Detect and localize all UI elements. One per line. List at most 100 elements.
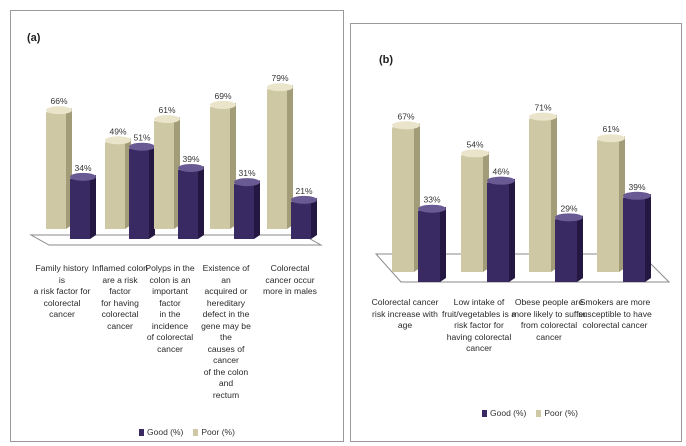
category-label-line: Smokers are more: [579, 297, 651, 307]
bar-front: [418, 210, 440, 282]
chart-a-bar-good-0: [70, 172, 96, 239]
category-label-line: colorectal: [43, 297, 81, 308]
category-label-line: of the colon and: [203, 366, 249, 389]
chart-a-bar-poor-0: [46, 106, 72, 229]
category-label-line: Colorectal: [270, 263, 310, 273]
bar-top: [623, 191, 651, 200]
chart-b-bar-poor-1: [461, 149, 489, 272]
bar-side: [254, 180, 260, 239]
category-label-line: cancer: [466, 343, 492, 353]
category-label-line: cancer: [49, 309, 75, 319]
bar-front: [178, 169, 198, 239]
category-label-line: Polyps in the: [145, 263, 195, 273]
bar-top: [392, 121, 420, 130]
chart-a-bar-good-4: [291, 195, 317, 239]
category-label-line: for having: [101, 297, 139, 308]
category-label-line: Existence of an: [202, 263, 250, 285]
chart-b-value-label-poor-0: 67%: [397, 111, 414, 121]
chart-a-bar-poor-1: [105, 136, 131, 229]
bar-front: [210, 106, 230, 229]
category-label-line: Low intake of: [453, 297, 505, 307]
bar-front: [461, 155, 483, 272]
legend-swatch-poor: [536, 409, 542, 417]
category-label-line: acquired or: [204, 286, 248, 296]
category-label-line: gene may be the: [201, 320, 251, 343]
chart-a-value-label-good-4: 21%: [295, 186, 312, 196]
chart-b-bar-good-3: [623, 191, 651, 282]
chart-a-value-label-poor-2: 61%: [158, 105, 175, 115]
category-label-line: defect in the: [202, 309, 250, 319]
chart-b-category-label-1: Low intake of fruit/vegetables is a risk f…: [441, 297, 517, 355]
bar-side: [149, 144, 155, 239]
category-label-line: more in males: [263, 286, 317, 296]
category-label-line: from colorectal: [520, 320, 578, 330]
chart-b-bar-poor-2: [529, 112, 557, 272]
bar-top: [70, 172, 96, 181]
chart-a-bar-good-1: [129, 142, 155, 239]
chart-b-value-label-good-1: 46%: [492, 167, 509, 177]
chart-b-bar-poor-3: [597, 134, 625, 272]
chart-a-category-label-0: Family history is a risk factor for colore…: [33, 263, 91, 321]
chart-a-category-label-1: Inflamed colon are a risk factor for havin…: [91, 263, 149, 332]
category-label-line: risk factor for: [454, 320, 504, 330]
bar-front: [234, 184, 254, 239]
category-label-line: Family history is: [35, 263, 89, 285]
chart-a-plot: 66% 34% 49% 51% 61% 39% 69% 31% 79% 21%: [29, 73, 323, 246]
chart-a-value-label-good-2: 39%: [182, 154, 199, 164]
category-label-line: cancer occur: [265, 274, 315, 285]
bar-side: [440, 206, 446, 282]
bar-top: [234, 178, 260, 187]
bar-top: [555, 213, 583, 222]
bar-top: [210, 100, 236, 109]
legend-a: Good (%) Poor (%): [139, 427, 241, 437]
bar-top: [178, 163, 204, 172]
chart-a-category-label-3: Existence of an acquired or hereditary defe…: [197, 263, 255, 401]
legend-label-good: Good (%): [490, 408, 527, 418]
bar-side: [645, 193, 651, 282]
chart-a-bar-good-3: [234, 178, 260, 239]
chart-a-bar-good-2: [178, 163, 204, 239]
category-label-line: a risk factor for: [33, 286, 91, 296]
bar-front: [70, 178, 90, 239]
bar-front: [529, 118, 551, 272]
bar-top: [487, 176, 515, 185]
bar-front: [129, 148, 149, 239]
chart-a-value-label-poor-3: 69%: [214, 91, 231, 101]
category-label-line: colorectal: [101, 309, 139, 319]
bar-top: [291, 195, 317, 204]
panel-letter-b: (b): [379, 54, 394, 66]
bar-front: [392, 127, 414, 272]
category-label-line: rectum: [212, 389, 240, 400]
bar-top: [267, 83, 293, 92]
category-label-line: in the incidence: [151, 309, 189, 331]
chart-b-category-label-3: Smokers are more susceptible to have color…: [577, 297, 653, 332]
chart-b-category-label-0: Colorectal cancer risk increase with age: [367, 297, 443, 332]
bar-top: [597, 134, 625, 143]
chart-b-value-label-good-0: 33%: [423, 195, 440, 205]
category-label-line: colorectal cancer: [582, 320, 648, 330]
chart-a-category-label-4: Colorectal cancer occur more in males: [261, 263, 319, 298]
chart-b-category-label-2: Obese people are more likely to suffer fro…: [511, 297, 587, 343]
bar-top: [46, 106, 72, 115]
legend-label-good: Good (%): [147, 427, 184, 437]
bar-top: [418, 204, 446, 213]
bar-side: [90, 174, 96, 239]
chart-b-value-label-good-3: 39%: [628, 182, 645, 192]
bar-front: [105, 142, 125, 229]
bar-top: [154, 115, 180, 124]
chart-a-value-label-poor-1: 49%: [109, 126, 126, 136]
category-label-line: cancer: [107, 320, 133, 331]
chart-b-value-label-good-2: 29%: [560, 203, 577, 213]
chart-a-value-label-poor-0: 66%: [50, 96, 67, 106]
chart-b-bar-good-1: [487, 176, 515, 282]
category-label-line: fruit/vegetables is a: [441, 308, 517, 319]
bar-front: [291, 201, 311, 239]
bar-top: [129, 142, 155, 151]
legend-label-poor: Poor (%): [201, 427, 235, 437]
bar-top: [461, 149, 489, 158]
bar-side: [287, 85, 293, 229]
legend-swatch-good: [139, 428, 144, 436]
chart-a-bar-poor-4: [267, 83, 293, 229]
category-label-line: Obese people are: [514, 297, 584, 307]
category-label-line: age: [397, 320, 413, 330]
